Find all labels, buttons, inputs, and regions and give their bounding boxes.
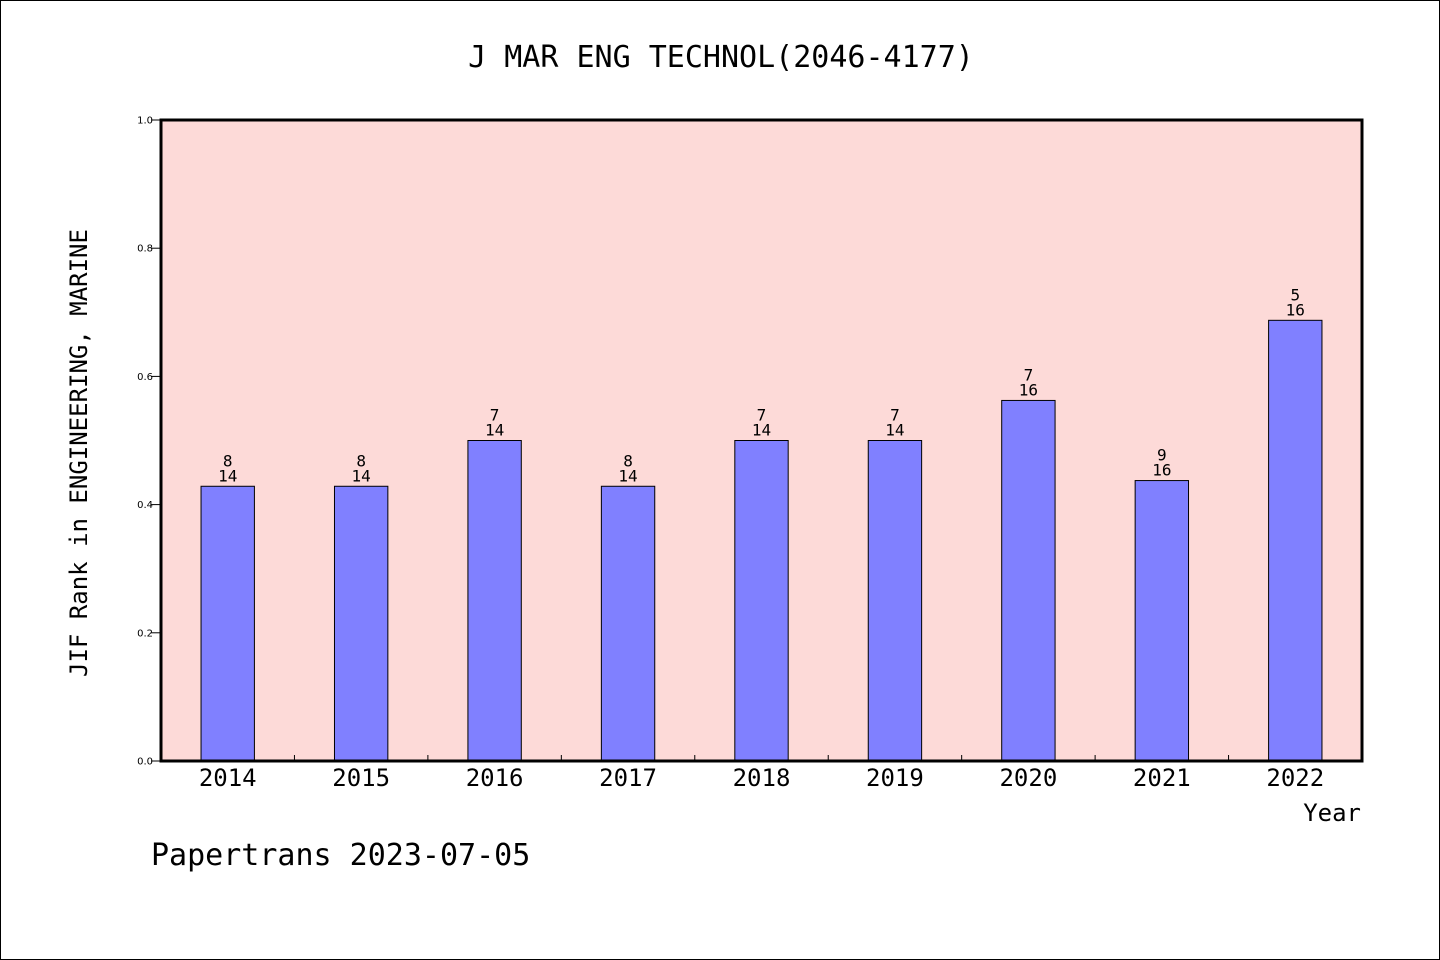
bar-2020 (1001, 399, 1056, 762)
bar-rank-label: 5 (1290, 285, 1300, 304)
footer-source: Papertrans 2023-07-05 (151, 838, 530, 873)
bar-total-label: 16 (1019, 380, 1038, 399)
y-axis: 0.0 0.2 0.4 0.6 0.8 1.0 (137, 116, 161, 768)
bar-rank-label: 7 (757, 406, 767, 425)
bar-rank-label: 7 (890, 406, 900, 425)
bar-2017 (600, 485, 656, 762)
bar-2014 (200, 485, 255, 762)
bar-total-label: 14 (885, 421, 904, 440)
bar-2018 (734, 440, 789, 762)
y-axis-label: JIF Rank in ENGINEERING, MARINE (65, 229, 93, 677)
bar-total-label: 14 (752, 421, 771, 440)
bar-total-label: 14 (485, 421, 504, 440)
y-tick-label: 0.0 (137, 757, 153, 768)
bar-total-label: 14 (218, 466, 237, 485)
bar-total-label: 16 (1286, 300, 1305, 319)
plot-border (159, 118, 1364, 763)
bar-2021 (1134, 480, 1190, 762)
bar-total-label: 14 (352, 466, 371, 485)
x-tick-label: 2016 (466, 764, 524, 792)
x-tick-label: 2022 (1266, 764, 1324, 792)
bar-2019 (867, 440, 923, 762)
chart-title: J MAR ENG TECHNOL(2046-4177) (468, 40, 974, 75)
bars-group (200, 319, 1323, 762)
bar-2016 (467, 440, 522, 762)
bar-2015 (333, 485, 389, 762)
y-tick-label: 0.6 (137, 372, 153, 383)
x-tick-label: 2021 (1133, 764, 1191, 792)
x-axis: 2014 2015 2016 2017 2018 2019 2020 2021 2022 (199, 755, 1324, 792)
y-tick-label: 1.0 (137, 116, 153, 127)
x-axis-label: Year (1303, 799, 1361, 827)
bar-rank-label: 8 (623, 451, 633, 470)
bar-rank-label: 7 (1024, 365, 1034, 384)
bar-rank-label: 8 (223, 451, 233, 470)
bar-total-label: 14 (618, 466, 637, 485)
bar-2022 (1268, 319, 1323, 762)
bar-total-label: 16 (1152, 461, 1171, 480)
bar-rank-label: 9 (1157, 446, 1167, 465)
x-tick-label: 2018 (733, 764, 791, 792)
x-tick-label: 2019 (866, 764, 924, 792)
y-tick-label: 0.8 (137, 244, 153, 255)
x-tick-label: 2014 (199, 764, 257, 792)
y-tick-label: 0.4 (137, 500, 153, 511)
x-tick-label: 2015 (332, 764, 390, 792)
x-tick-label: 2020 (999, 764, 1057, 792)
y-tick-label: 0.2 (137, 628, 153, 639)
bar-rank-label: 8 (356, 451, 366, 470)
bar-rank-label: 7 (490, 406, 500, 425)
x-tick-label: 2017 (599, 764, 657, 792)
